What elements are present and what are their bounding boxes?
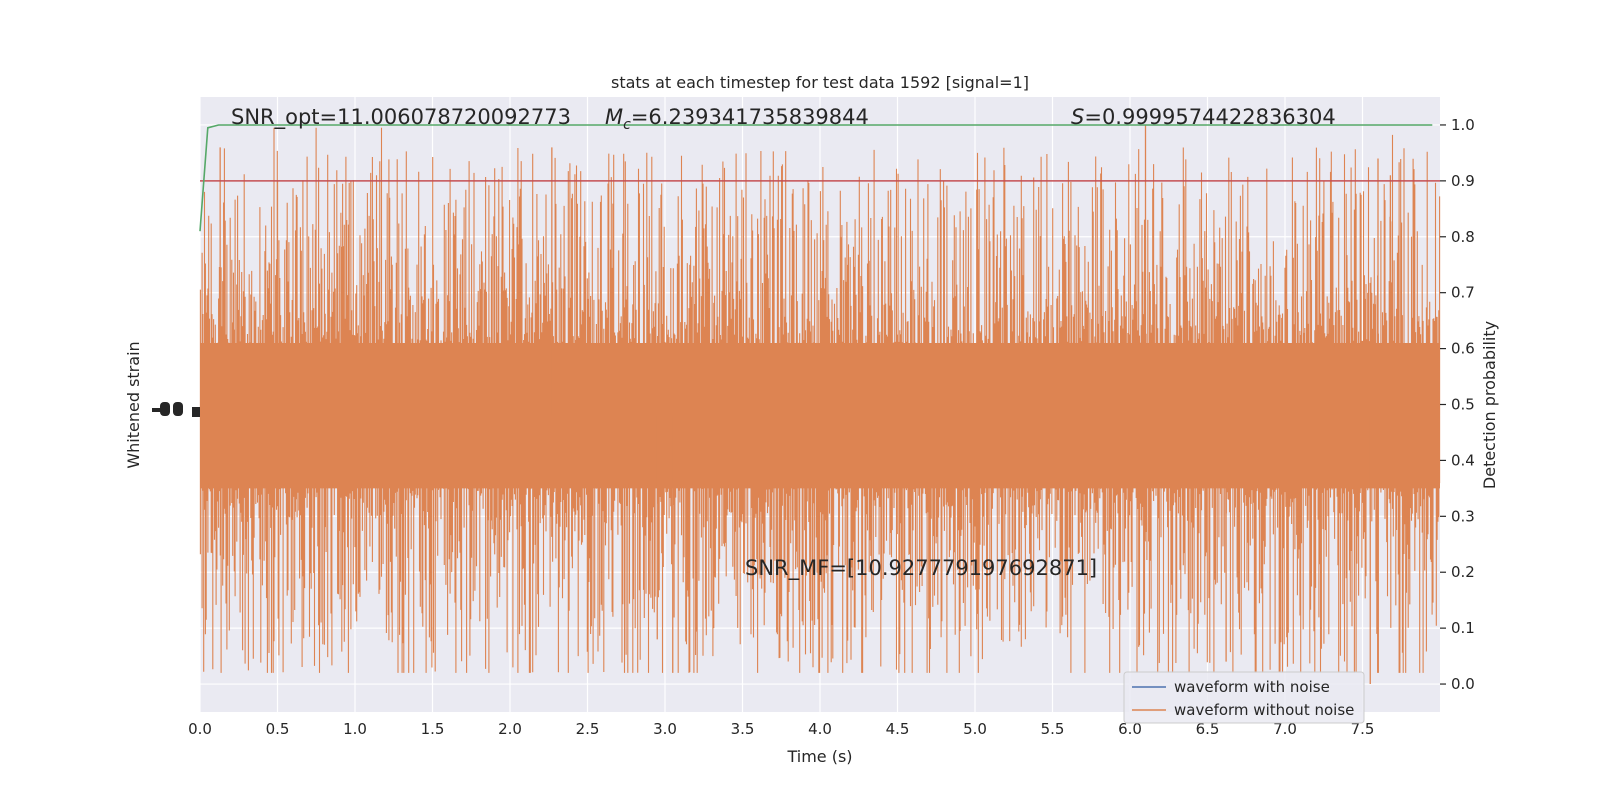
mc-subscript: c <box>623 117 631 133</box>
left-axis-overlapped-tick-labels <box>152 402 200 417</box>
x-tick-label: 0.5 <box>266 720 290 738</box>
x-tick-label: 2.5 <box>576 720 600 738</box>
left-y-axis-label: Whitened strain <box>124 341 143 468</box>
mc-symbol: M <box>605 105 623 129</box>
y-tick-label: 0.6 <box>1451 340 1475 358</box>
y-tick-label: 0.1 <box>1451 619 1475 637</box>
x-tick-label: 3.5 <box>731 720 755 738</box>
x-tick-label: 0.0 <box>188 720 212 738</box>
s-symbol: S <box>1071 105 1084 129</box>
x-tick-label: 2.0 <box>498 720 522 738</box>
y-tick-label: 0.9 <box>1451 172 1475 190</box>
series-waveform-without-noise-upper <box>199 127 1441 416</box>
chart-title: stats at each timestep for test data 159… <box>611 73 1029 92</box>
y-tick-label: 0.5 <box>1451 396 1475 414</box>
mc-value: =6.239341735839844 <box>631 105 869 129</box>
y-tick-label: 0.0 <box>1451 675 1475 693</box>
left-tick-blob <box>192 407 200 417</box>
data-layer <box>199 124 1441 685</box>
annotation-snr-opt: SNR_opt=11.006078720092773 <box>231 105 571 130</box>
legend-label-waveform-without-noise: waveform without noise <box>1174 701 1354 719</box>
legend: waveform with noise waveform without noi… <box>1123 671 1365 724</box>
left-tick-blob <box>160 402 170 416</box>
legend-box <box>1123 671 1365 724</box>
x-tick-label: 1.0 <box>343 720 367 738</box>
annotation-chirp-mass: Mc=6.239341735839844 <box>605 105 869 133</box>
right-y-axis-ticks: 0.0 0.1 0.2 0.3 0.4 0.5 0.6 0.7 0.8 0.9 1.0 <box>1440 116 1475 693</box>
series-detection-probability <box>199 124 1433 232</box>
annotation-snr-mf: SNR_MF=[10.927779197692871] <box>745 556 1097 581</box>
s-value: =0.9999574422836304 <box>1084 105 1335 129</box>
right-y-axis-label: Detection probability <box>1480 321 1499 489</box>
x-tick-label: 4.5 <box>886 720 910 738</box>
y-tick-label: 0.2 <box>1451 563 1475 581</box>
y-tick-label: 1.0 <box>1451 116 1475 134</box>
x-tick-label: 7.0 <box>1273 720 1297 738</box>
x-axis-ticks: 0.0 0.5 1.0 1.5 2.0 2.5 3.0 3.5 4.0 4.5 5.0 5.5 6.0 6… <box>188 720 1374 738</box>
legend-label-waveform-with-noise: waveform with noise <box>1174 678 1330 696</box>
x-tick-label: 5.5 <box>1041 720 1065 738</box>
y-tick-label: 0.7 <box>1451 284 1475 302</box>
x-tick-label: 6.0 <box>1118 720 1142 738</box>
x-tick-label: 1.5 <box>421 720 445 738</box>
left-tick-blob <box>173 402 183 416</box>
x-tick-label: 7.5 <box>1351 720 1375 738</box>
x-tick-label: 3.0 <box>653 720 677 738</box>
x-axis-label: Time (s) <box>786 747 852 766</box>
annotation-statistic: S=0.9999574422836304 <box>1071 105 1336 129</box>
x-tick-label: 4.0 <box>808 720 832 738</box>
x-tick-label: 6.5 <box>1196 720 1220 738</box>
x-tick-label: 5.0 <box>963 720 987 738</box>
series-waveform-without-noise-lower <box>199 415 1441 673</box>
y-tick-label: 0.3 <box>1451 507 1475 525</box>
y-tick-label: 0.8 <box>1451 228 1475 246</box>
y-tick-label: 0.4 <box>1451 451 1475 469</box>
